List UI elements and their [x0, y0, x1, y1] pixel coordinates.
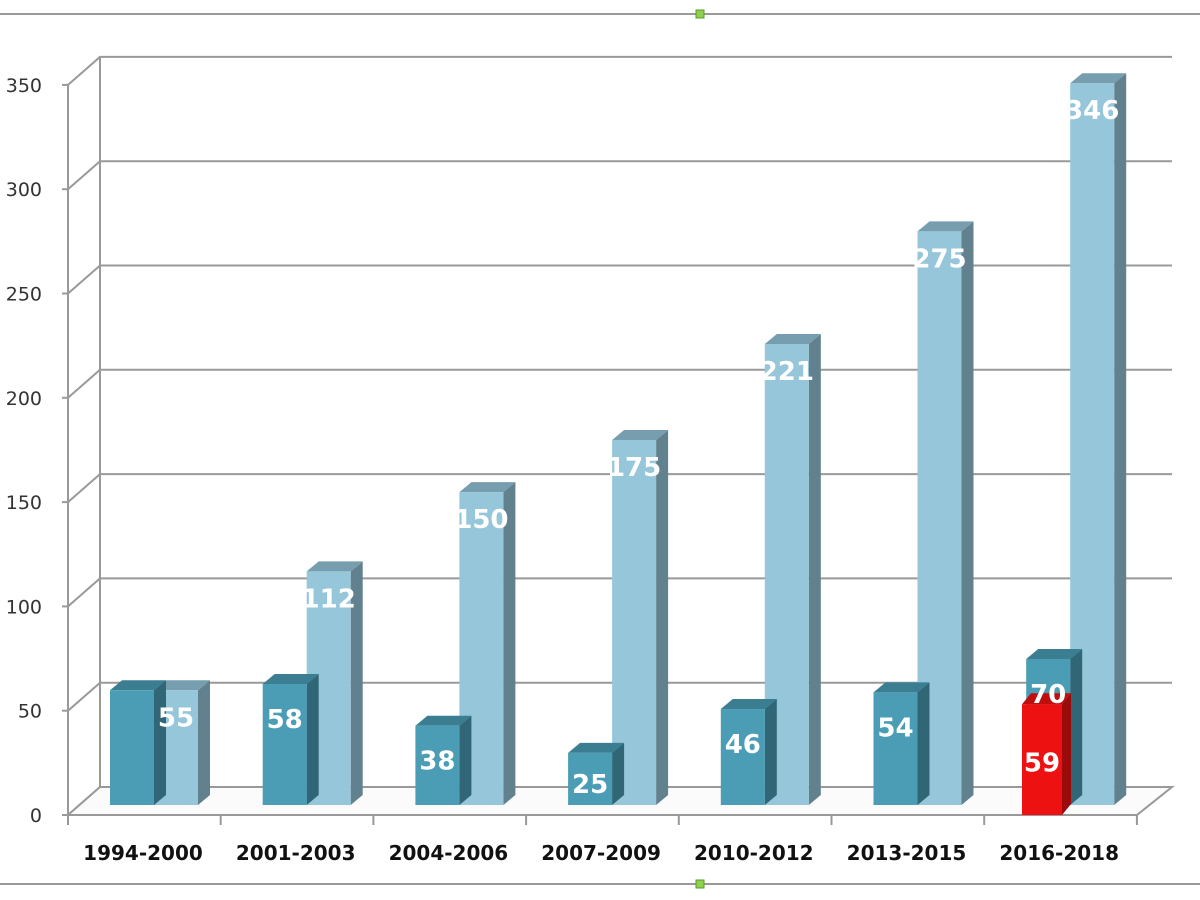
bar-top: [154, 680, 210, 691]
bar-front: [262, 684, 307, 805]
bar-top: [459, 482, 516, 493]
x-tick-label: 2010-2012: [694, 841, 814, 865]
bar-front: [110, 690, 154, 805]
bar-top: [306, 561, 363, 572]
bar-top: [917, 221, 974, 232]
y-tick-label: 150: [6, 492, 42, 514]
bar-front: [720, 709, 765, 805]
bar-side: [1070, 648, 1083, 805]
gridline: [67, 160, 1172, 190]
y-tick-label: 350: [6, 75, 42, 97]
bar-side: [198, 680, 210, 805]
data-label-series1: 46: [725, 730, 761, 760]
data-label-series2: 55: [158, 703, 194, 733]
bar-top: [1070, 73, 1127, 84]
bar-side: [459, 715, 472, 805]
data-label-series2: 221: [760, 357, 814, 387]
y-tick-label: 300: [6, 179, 42, 201]
y-tick-label: 200: [6, 388, 42, 410]
bar-side: [1114, 73, 1127, 805]
y-tick-label: 50: [18, 701, 42, 723]
bar-top: [720, 699, 777, 710]
gridline: [67, 368, 1172, 399]
bar-side: [1062, 693, 1071, 815]
bar-side: [917, 682, 930, 805]
bar-top: [764, 333, 821, 344]
data-label-series1: 38: [419, 747, 455, 777]
data-label-series1: 54: [877, 713, 913, 743]
bar-top: [415, 715, 472, 726]
bar-side: [350, 561, 363, 805]
x-tick-label: 2016-2018: [999, 841, 1119, 865]
bar-series1: [415, 715, 472, 805]
bar-series1: [568, 742, 625, 805]
bar-series1: [873, 682, 930, 805]
bar-series1: [720, 699, 777, 805]
bar-side: [612, 742, 625, 805]
bar-top: [110, 680, 166, 691]
resize-handle-bottom[interactable]: [695, 879, 705, 889]
bar-side: [503, 482, 516, 805]
bar-side: [961, 221, 974, 806]
bar-top: [873, 682, 930, 693]
bar-side: [306, 674, 319, 805]
data-label-series2: 112: [302, 584, 356, 614]
data-label-series1: 25: [572, 770, 608, 800]
highlight-bar: [1022, 693, 1071, 815]
bar-top: [568, 742, 625, 753]
bar-side: [764, 699, 777, 805]
gridline: [67, 264, 1172, 295]
data-label-series2: 150: [454, 505, 508, 535]
bar-front: [1022, 704, 1062, 815]
resize-handle-top[interactable]: [695, 9, 705, 19]
x-tick-label: 2007-2009: [541, 841, 661, 865]
bar-side: [656, 429, 669, 805]
x-tick-label: 2001-2003: [236, 841, 356, 865]
x-tick-label: 2004-2006: [389, 841, 509, 865]
bar-front: [873, 692, 918, 805]
data-label-highlight: 59: [1024, 749, 1060, 779]
bar-front: [415, 725, 460, 805]
y-tick-label: 250: [6, 284, 42, 306]
data-label-series2: 175: [607, 453, 661, 483]
bar-series1: [262, 674, 319, 805]
y-tick-label: 0: [30, 805, 42, 827]
bar-side: [154, 680, 166, 805]
x-tick-label: 1994-2000: [83, 841, 203, 865]
data-label-series1: 58: [267, 705, 303, 735]
bar-top: [1026, 648, 1083, 659]
bar-top: [262, 674, 319, 685]
gridline: [67, 55, 1172, 86]
bar-series1: [110, 680, 166, 805]
data-label-series2: 275: [912, 244, 966, 274]
bar-side: [808, 333, 821, 805]
bar-top: [612, 429, 669, 440]
data-label-series2: 346: [1065, 96, 1119, 126]
y-tick-label: 100: [6, 596, 42, 618]
bar-top: [1022, 693, 1071, 705]
x-tick-label: 2013-2015: [847, 841, 967, 865]
bar-front: [568, 752, 613, 805]
data-label-series1: 70: [1030, 680, 1066, 710]
